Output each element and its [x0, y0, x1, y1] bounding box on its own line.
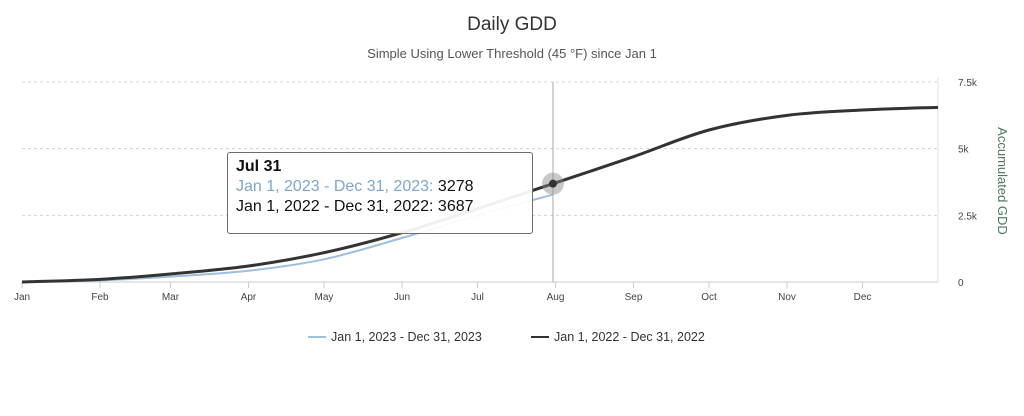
y-axis: 0 2.5k 5k 7.5k: [958, 78, 978, 289]
legend-label-2023: Jan 1, 2023 - Dec 31, 2023: [331, 330, 482, 344]
y-axis-label: Accumulated GDD: [995, 127, 1010, 235]
x-tick-label: Sep: [625, 292, 643, 303]
x-tick-label: Mar: [162, 292, 180, 303]
x-tick-label: Jul: [471, 292, 484, 303]
tooltip-value-2022: 3687: [437, 198, 474, 215]
tooltip-row-2022: Jan 1, 2022 - Dec 31, 2022: 3687: [236, 198, 474, 215]
chart-title: Daily GDD: [467, 14, 557, 35]
legend-label-2022: Jan 1, 2022 - Dec 31, 2022: [554, 330, 705, 344]
x-tick-label: Jun: [394, 292, 410, 303]
hover-point: [548, 179, 557, 188]
legend: Jan 1, 2023 - Dec 31, 2023 Jan 1, 2022 -…: [308, 330, 705, 344]
y-tick-label: 7.5k: [958, 78, 978, 89]
x-tick-label: Feb: [91, 292, 109, 303]
tooltip-row-2023: Jan 1, 2023 - Dec 31, 2023: 3278: [236, 178, 474, 195]
x-tick-label: Oct: [701, 292, 717, 303]
y-tick-label: 5k: [958, 145, 970, 156]
legend-item-2023[interactable]: Jan 1, 2023 - Dec 31, 2023: [308, 330, 482, 344]
x-axis: Jan Feb Mar Apr May Jun Jul Aug Sep Oct Nov Dec: [14, 78, 939, 303]
tooltip-date: Jul 31: [236, 158, 282, 175]
tooltip-value-2023: 3278: [437, 178, 474, 195]
x-tick-label: Apr: [241, 292, 257, 303]
x-tick-label: Aug: [547, 292, 565, 303]
x-tick-label: Jan: [14, 292, 30, 303]
y-tick-label: 0: [958, 278, 964, 289]
y-tick-label: 2.5k: [958, 211, 978, 222]
x-tick-label: May: [315, 292, 334, 303]
x-tick-label: Nov: [778, 292, 796, 303]
chart-subtitle: Simple Using Lower Threshold (45 °F) sin…: [367, 46, 657, 61]
x-tick-label: Dec: [854, 292, 872, 303]
crosshair: [541, 82, 564, 282]
tooltip: Jul 31 Jan 1, 2023 - Dec 31, 2023: 3278 …: [227, 152, 533, 234]
tooltip-series-name-2023: Jan 1, 2023 - Dec 31, 2023: [236, 178, 430, 195]
legend-item-2022[interactable]: Jan 1, 2022 - Dec 31, 2022: [531, 330, 705, 344]
tooltip-series-name-2022: Jan 1, 2022 - Dec 31, 2022: [236, 198, 430, 215]
